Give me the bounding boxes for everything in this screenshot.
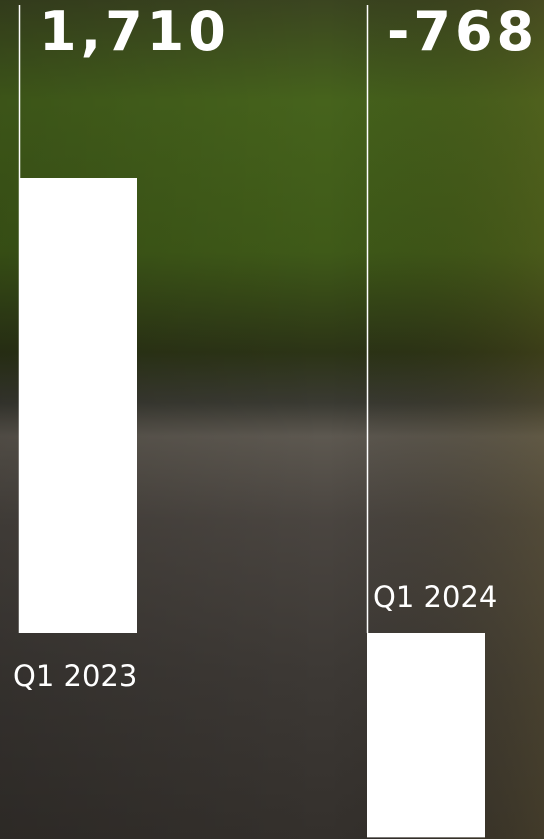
page: {"chart_data": {"type": "bar", "categori… [0, 0, 544, 839]
value-label: 1,710 [39, 0, 230, 63]
chart: 1,710 Q1 2023 -768 Q1 2024 [0, 0, 544, 839]
category-label: Q1 2024 [373, 580, 497, 614]
value-label: -768 [387, 0, 538, 63]
bar [367, 633, 485, 837]
category-label: Q1 2023 [13, 659, 137, 693]
bar [19, 178, 137, 633]
